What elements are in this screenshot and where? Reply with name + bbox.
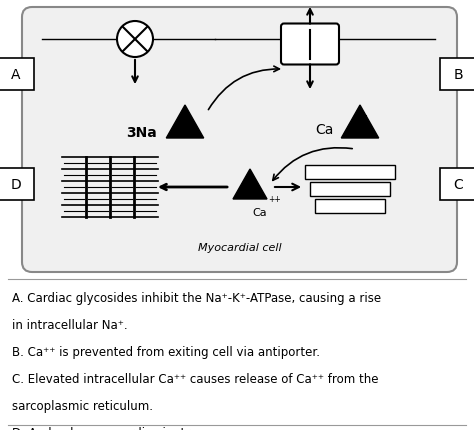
- FancyBboxPatch shape: [440, 169, 474, 200]
- Text: sarcoplasmic reticulum.: sarcoplasmic reticulum.: [12, 399, 153, 412]
- FancyBboxPatch shape: [0, 169, 34, 200]
- Text: C: C: [453, 178, 463, 191]
- FancyBboxPatch shape: [22, 8, 457, 272]
- Circle shape: [117, 22, 153, 58]
- Text: Ca: Ca: [316, 123, 334, 137]
- FancyBboxPatch shape: [281, 25, 339, 65]
- Text: D: D: [10, 178, 21, 191]
- Bar: [315, 200, 385, 214]
- Polygon shape: [166, 106, 204, 139]
- Text: C. Elevated intracellular Ca⁺⁺ causes release of Ca⁺⁺ from the: C. Elevated intracellular Ca⁺⁺ causes re…: [12, 372, 379, 385]
- Text: ++: ++: [352, 111, 368, 121]
- Text: A: A: [11, 68, 21, 82]
- FancyBboxPatch shape: [440, 59, 474, 91]
- Text: 3Na: 3Na: [126, 126, 157, 140]
- Text: 3Na: 3Na: [284, 0, 306, 2]
- Text: B: B: [453, 68, 463, 82]
- Polygon shape: [233, 169, 267, 200]
- Text: Myocardial cell: Myocardial cell: [198, 243, 281, 252]
- Polygon shape: [341, 106, 379, 139]
- Text: B. Ca⁺⁺ is prevented from exiting cell via antiporter.: B. Ca⁺⁺ is prevented from exiting cell v…: [12, 345, 320, 358]
- Bar: [305, 166, 395, 180]
- Text: A. Cardiac glycosides inhibit the Na⁺-K⁺-ATPase, causing a rise: A. Cardiac glycosides inhibit the Na⁺-K⁺…: [12, 291, 381, 304]
- Bar: [310, 183, 390, 197]
- FancyBboxPatch shape: [0, 59, 34, 91]
- Text: Ca: Ca: [252, 208, 266, 218]
- Text: ++: ++: [268, 195, 281, 204]
- Text: in intracellular Na⁺.: in intracellular Na⁺.: [12, 318, 128, 331]
- Text: D. And enhances cardiac inotropy.: D. And enhances cardiac inotropy.: [12, 426, 214, 430]
